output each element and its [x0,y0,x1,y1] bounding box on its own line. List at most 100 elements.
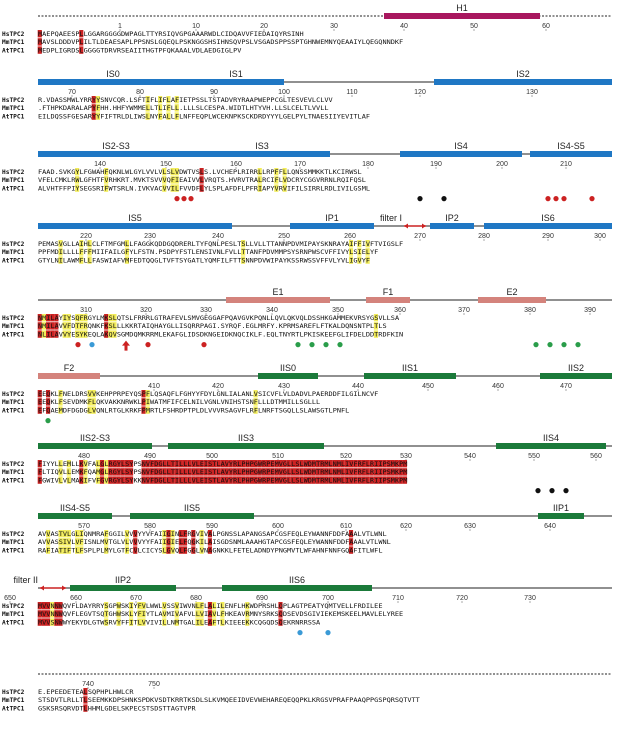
green-marker-dot [547,342,553,348]
identical-residue-bg [307,476,312,484]
feature-label: filter II [13,575,38,585]
identical-residue-bg [361,460,366,468]
identical-residue-bg [178,538,183,546]
similar-residue-bg [83,330,88,338]
sequence-name: MmTPC1 [2,39,25,46]
identical-residue-bg [166,546,171,554]
identical-residue-bg [37,468,42,476]
similar-residue-bg [170,530,175,538]
identical-residue-bg [79,468,84,476]
position-number: 290 [542,233,554,240]
similar-residue-bg [79,530,84,538]
feature-bar [540,373,612,379]
sequence-name: AtTPC1 [2,619,25,626]
feature-bar [38,151,194,157]
identical-residue-bg [203,468,208,476]
identical-residue-bg [207,468,212,476]
identical-residue-bg [315,468,320,476]
similar-residue-bg [220,602,225,610]
similar-residue-bg [199,618,204,626]
identical-residue-bg [145,476,150,484]
identical-residue-bg [382,460,387,468]
similar-residue-bg [41,330,46,338]
identical-residue-bg [344,468,349,476]
identical-residue-bg [79,30,84,38]
position-number: 710 [392,595,404,602]
identical-residue-bg [145,460,150,468]
sequence-row: MVVNNWQVFLEGVTSQTGHWSKLYFIYTLAVMIVAFVLLV… [38,611,403,618]
identical-residue-bg [182,530,188,538]
feature-bar [38,443,152,449]
identical-residue-bg [178,476,183,484]
identical-residue-bg [83,704,88,712]
identical-residue-bg [315,476,320,484]
identical-residue-bg [120,460,125,468]
similar-residue-bg [162,184,167,192]
position-number: 70 [68,89,76,96]
identical-residue-bg [324,468,329,476]
sequence-name: MmTPC1 [2,469,25,476]
position-number: 310 [80,307,92,314]
identical-residue-bg [332,460,337,468]
sequence-name: HsTPC2 [2,603,25,610]
position-number: 730 [524,595,536,602]
feature-bar [168,443,324,449]
position-number: 440 [352,383,364,390]
position-number: 660 [70,595,82,602]
position-number: 450 [422,383,434,390]
identical-residue-bg [378,460,383,468]
identical-residue-bg [166,530,171,538]
identical-residue-bg [182,538,188,546]
sequence-row: STSDVTLRLLTLSEEMKKDPSHNKSPDKVSDTKRRTKSDL… [38,697,420,704]
identical-residue-bg [278,476,283,484]
identical-residue-bg [299,460,304,468]
identical-residue-bg [311,468,316,476]
blue-marker-dot [325,630,331,636]
similar-residue-bg [162,602,167,610]
green-marker-dot [295,342,301,348]
identical-residue-bg [303,460,308,468]
sequence-name: HsTPC2 [2,315,25,322]
similar-residue-bg [58,530,63,538]
identical-residue-bg [58,602,63,610]
similar-residue-bg [124,248,129,256]
sequence-row: AVVASSIVLVFISNLMVTGLVLVVVYYFAIIGIELFQGKI… [38,539,391,546]
feature-label: IIS4 [543,433,559,443]
identical-residue-bg [141,398,146,406]
similar-residue-bg [50,602,55,610]
green-marker-dot [533,342,539,348]
identical-residue-bg [191,546,196,554]
identical-residue-bg [46,602,51,610]
identical-residue-bg [158,468,163,476]
sequence-row: PPFMDILLLLFFFMIIFAILGFYLFSTN.PSDPYFSTLEN… [38,249,379,256]
identical-residue-bg [386,468,391,476]
position-number: 630 [464,523,476,530]
green-marker-dot [323,342,329,348]
similar-residue-bg [195,610,200,618]
identical-residue-bg [199,476,204,484]
sequence-row: EEQKLFSEVDMKFLQKVAKKNRWKLPIWATMFIFCELNIL… [38,399,320,406]
identical-residue-bg [37,398,42,406]
feature-label: IS3 [255,141,269,151]
identical-residue-bg [332,468,337,476]
identical-residue-bg [207,610,212,618]
similar-residue-bg [104,538,109,546]
identical-residue-bg [212,468,217,476]
similar-residue-bg [46,546,51,554]
feature-bar [400,151,522,157]
identical-residue-bg [162,476,167,484]
similar-residue-bg [137,602,142,610]
identical-residue-bg [319,460,325,468]
identical-residue-bg [402,468,408,476]
identical-residue-bg [37,30,42,38]
identical-residue-bg [46,322,51,330]
identical-residue-bg [257,476,262,484]
similar-residue-bg [170,184,175,192]
identical-residue-bg [149,476,154,484]
red-marker-dot [145,342,151,348]
identical-residue-bg [369,468,374,476]
identical-residue-bg [353,468,358,476]
identical-residue-bg [46,610,51,618]
similar-residue-bg [58,248,63,256]
identical-residue-bg [207,538,212,546]
